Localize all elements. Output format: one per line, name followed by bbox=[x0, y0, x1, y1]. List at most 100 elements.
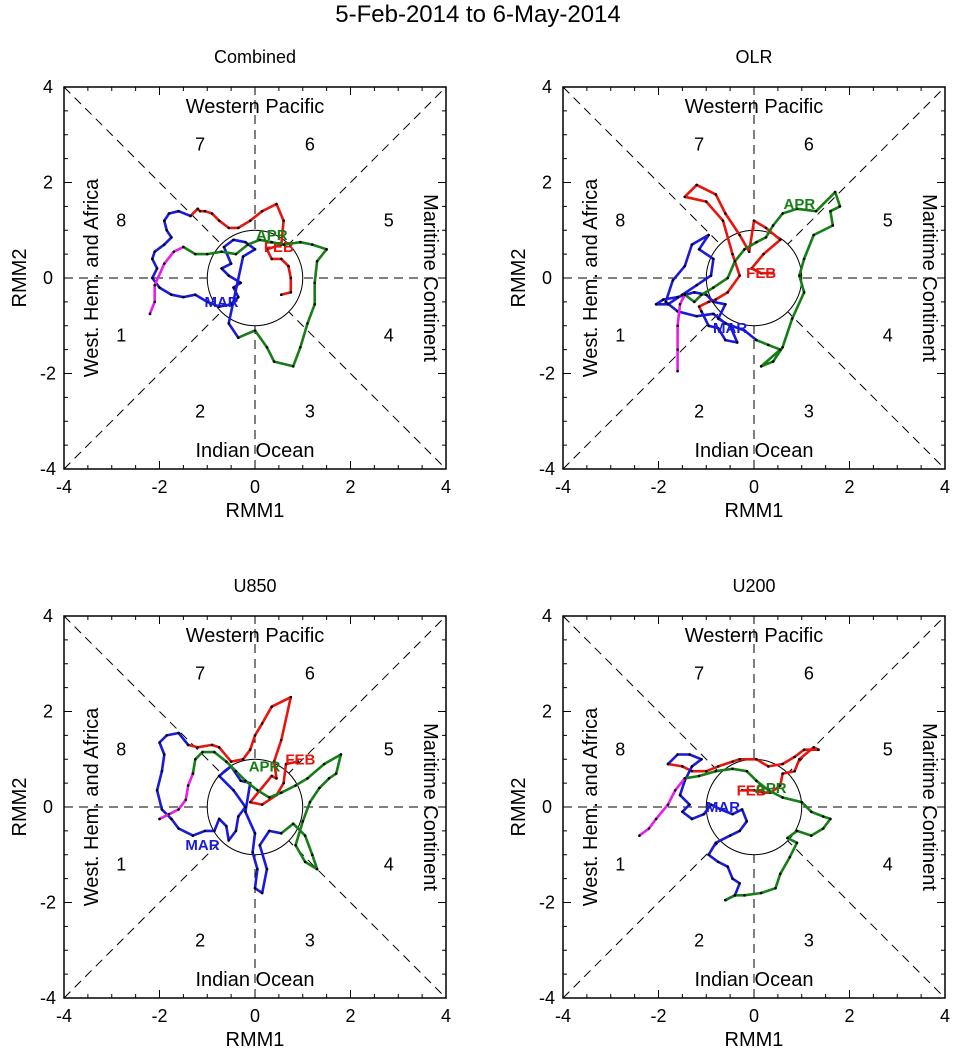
day-point bbox=[702, 812, 706, 816]
day-point bbox=[740, 788, 744, 792]
month-label-apr: APR bbox=[755, 780, 787, 797]
phase-number: 3 bbox=[804, 931, 814, 951]
day-point bbox=[196, 207, 199, 211]
day-point bbox=[258, 238, 262, 242]
day-point bbox=[201, 750, 204, 754]
day-point bbox=[151, 257, 154, 261]
x-tick-label: 2 bbox=[844, 477, 854, 497]
day-point bbox=[289, 276, 293, 280]
day-point bbox=[279, 738, 283, 742]
phase-number: 8 bbox=[116, 740, 126, 760]
day-point bbox=[697, 305, 701, 308]
day-point bbox=[158, 286, 161, 289]
region-label-right: Maritime Continent bbox=[419, 723, 441, 891]
phase-number: 2 bbox=[694, 402, 704, 422]
phase-number: 2 bbox=[195, 931, 205, 951]
region-label-top: Western Pacific bbox=[186, 96, 325, 118]
day-point bbox=[253, 734, 257, 737]
day-point bbox=[299, 345, 302, 349]
day-point bbox=[311, 243, 314, 246]
day-point bbox=[148, 312, 152, 316]
day-point bbox=[167, 212, 171, 215]
day-point bbox=[745, 820, 749, 823]
day-point bbox=[186, 743, 190, 747]
day-point bbox=[315, 867, 319, 871]
y-tick-label: -4 bbox=[40, 459, 56, 479]
day-point bbox=[802, 291, 806, 294]
day-point bbox=[213, 829, 216, 833]
day-point bbox=[716, 326, 720, 330]
day-point bbox=[182, 245, 185, 249]
day-point bbox=[289, 291, 293, 294]
day-point bbox=[719, 808, 722, 811]
panel-title: U850 bbox=[233, 576, 276, 596]
y-tick-label: 2 bbox=[542, 173, 552, 193]
phase-number: 7 bbox=[195, 134, 205, 154]
x-axis-label: RMM1 bbox=[226, 1029, 285, 1051]
day-point bbox=[282, 243, 285, 246]
day-point bbox=[829, 209, 832, 213]
day-point bbox=[170, 817, 173, 821]
day-point bbox=[268, 796, 271, 799]
day-point bbox=[838, 205, 842, 208]
day-point bbox=[265, 867, 269, 871]
day-point bbox=[165, 228, 168, 232]
phase-number: 6 bbox=[305, 134, 315, 154]
day-point bbox=[714, 298, 718, 301]
day-point bbox=[217, 305, 221, 308]
day-point bbox=[700, 293, 703, 297]
day-point bbox=[800, 800, 804, 804]
day-point bbox=[308, 800, 312, 804]
day-point bbox=[781, 762, 784, 766]
day-point bbox=[707, 300, 710, 304]
phase-number: 5 bbox=[384, 211, 394, 231]
day-point bbox=[294, 784, 297, 787]
day-point bbox=[236, 295, 240, 299]
phase-number: 4 bbox=[883, 325, 893, 345]
day-point bbox=[767, 788, 770, 792]
day-point bbox=[714, 193, 718, 196]
day-point bbox=[733, 894, 737, 897]
day-point bbox=[268, 829, 271, 833]
trajectory-apr bbox=[191, 750, 343, 871]
day-point bbox=[731, 767, 734, 771]
day-point bbox=[334, 772, 338, 775]
month-label-mar: MAR bbox=[713, 320, 747, 337]
day-point bbox=[790, 317, 794, 320]
day-point bbox=[712, 257, 715, 261]
day-point bbox=[205, 252, 209, 256]
month-label-apr: APR bbox=[784, 196, 816, 213]
month-label-mar: MAR bbox=[204, 294, 238, 311]
day-point bbox=[253, 248, 257, 251]
day-point bbox=[743, 248, 746, 251]
day-point bbox=[709, 803, 713, 806]
day-point bbox=[693, 291, 696, 294]
y-tick-label: -4 bbox=[40, 988, 56, 1008]
day-point bbox=[225, 760, 228, 763]
day-point bbox=[683, 195, 687, 199]
day-point bbox=[771, 360, 775, 363]
region-label-left: West. Hem. and Africa bbox=[81, 707, 103, 906]
day-point bbox=[712, 300, 715, 304]
phase-number: 5 bbox=[883, 740, 893, 760]
y-tick-label: -2 bbox=[539, 893, 555, 913]
region-label-left: West. Hem. and Africa bbox=[580, 707, 602, 906]
day-point bbox=[303, 860, 307, 864]
unit-circle bbox=[206, 758, 304, 856]
day-point bbox=[752, 788, 756, 792]
day-point bbox=[759, 271, 763, 275]
day-point bbox=[220, 267, 223, 270]
x-tick-label: 4 bbox=[441, 477, 451, 497]
day-point bbox=[236, 226, 240, 230]
day-point bbox=[695, 183, 698, 187]
day-point bbox=[279, 831, 283, 835]
x-tick-label: 0 bbox=[749, 1006, 759, 1026]
day-point bbox=[241, 757, 245, 761]
x-axis-label: RMM1 bbox=[226, 500, 285, 522]
y-axis-label: RMM2 bbox=[9, 249, 31, 308]
day-point bbox=[248, 748, 252, 751]
day-point bbox=[700, 757, 703, 761]
day-point bbox=[812, 233, 815, 237]
day-point bbox=[234, 252, 238, 256]
trajectory-may bbox=[676, 293, 687, 373]
